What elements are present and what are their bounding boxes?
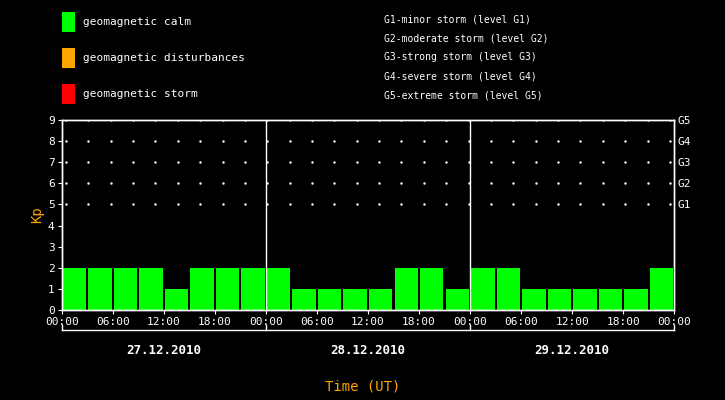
Bar [114, 268, 137, 310]
Bar [497, 268, 520, 310]
Bar [216, 268, 239, 310]
Text: G2-moderate storm (level G2): G2-moderate storm (level G2) [384, 33, 549, 43]
Bar [471, 268, 494, 310]
Text: G4-severe storm (level G4): G4-severe storm (level G4) [384, 72, 537, 82]
Bar [394, 268, 418, 310]
Bar [292, 289, 316, 310]
Bar [318, 289, 341, 310]
Bar [369, 289, 392, 310]
Text: G5-extreme storm (level G5): G5-extreme storm (level G5) [384, 91, 543, 101]
Bar [420, 268, 444, 310]
Text: G1-minor storm (level G1): G1-minor storm (level G1) [384, 14, 531, 24]
Y-axis label: Kp: Kp [30, 207, 44, 223]
Bar [547, 289, 571, 310]
Text: Time (UT): Time (UT) [325, 379, 400, 393]
Bar [139, 268, 162, 310]
Text: G3-strong storm (level G3): G3-strong storm (level G3) [384, 52, 537, 62]
Bar [573, 289, 597, 310]
Bar [62, 268, 86, 310]
Bar [344, 289, 367, 310]
Bar [446, 289, 469, 310]
Text: geomagnetic disturbances: geomagnetic disturbances [83, 53, 245, 63]
Bar [88, 268, 112, 310]
Bar [267, 268, 290, 310]
Bar [191, 268, 214, 310]
Text: geomagnetic storm: geomagnetic storm [83, 89, 198, 99]
Bar [650, 268, 674, 310]
Text: geomagnetic calm: geomagnetic calm [83, 17, 191, 27]
Bar [624, 289, 647, 310]
Text: 29.12.2010: 29.12.2010 [534, 344, 610, 356]
Text: 27.12.2010: 27.12.2010 [126, 344, 202, 356]
Bar [522, 289, 545, 310]
Bar [165, 289, 189, 310]
Bar [599, 289, 622, 310]
Text: 28.12.2010: 28.12.2010 [331, 344, 405, 356]
Bar [241, 268, 265, 310]
